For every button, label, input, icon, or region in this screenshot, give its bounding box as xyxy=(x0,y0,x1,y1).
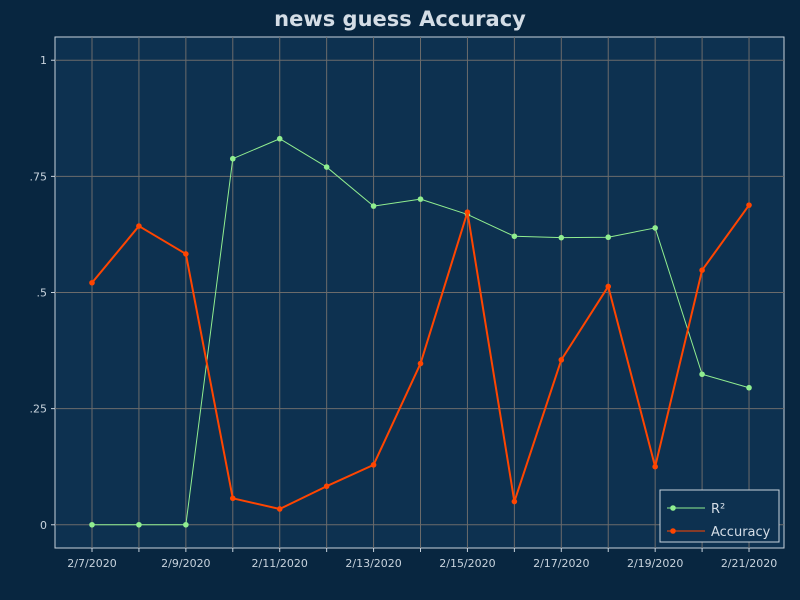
legend-label-accuracy: Accuracy xyxy=(711,525,771,540)
grid-layer xyxy=(55,37,784,548)
data-point-r2 xyxy=(605,234,612,241)
data-point-r2 xyxy=(136,521,142,528)
x-tick-label: 2/15/2020 xyxy=(439,557,495,570)
data-point-accuracy xyxy=(652,463,658,470)
x-tick-label: 2/11/2020 xyxy=(252,557,308,570)
data-point-accuracy xyxy=(699,267,705,274)
data-point-r2 xyxy=(699,371,705,378)
data-point-accuracy xyxy=(276,506,283,512)
x-tick-label: 2/21/2020 xyxy=(721,557,777,570)
axis-layer: 0 .25 .5 .75 1 2/7/2020 2/9/2020 2/11/2020 2/13/… xyxy=(30,54,778,570)
data-point-accuracy xyxy=(89,279,95,286)
data-point-r2 xyxy=(511,233,518,240)
data-point-r2 xyxy=(229,155,236,162)
legend-marker-accuracy xyxy=(670,528,676,534)
data-point-accuracy xyxy=(136,223,142,229)
x-tick-label: 2/9/2020 xyxy=(161,557,210,570)
data-point-r2 xyxy=(323,164,330,170)
data-point-r2 xyxy=(89,521,95,528)
y-tick-label: 0 xyxy=(40,519,47,532)
data-point-accuracy xyxy=(370,462,377,468)
x-tick-label: 2/7/2020 xyxy=(67,557,116,570)
x-tick-label: 2/17/2020 xyxy=(533,557,589,570)
data-point-accuracy xyxy=(746,202,752,208)
x-tick-label: 2/19/2020 xyxy=(627,557,683,570)
chart-title: news guess Accuracy xyxy=(274,7,526,31)
y-tick-label: .25 xyxy=(30,403,48,416)
data-point-r2 xyxy=(370,203,377,209)
data-point-r2 xyxy=(558,234,565,241)
legend-box xyxy=(659,489,780,543)
data-point-accuracy xyxy=(605,283,612,290)
y-tick-label: .75 xyxy=(30,170,48,183)
data-point-r2 xyxy=(746,384,752,391)
data-point-accuracy xyxy=(323,483,330,490)
data-point-r2 xyxy=(183,521,189,528)
data-point-accuracy xyxy=(511,498,518,505)
data-point-accuracy xyxy=(417,360,424,367)
series-layer xyxy=(89,135,752,528)
data-point-r2 xyxy=(652,225,658,231)
legend-label-r2: R² xyxy=(711,502,725,517)
x-tick-label: 2/13/2020 xyxy=(345,557,401,570)
data-point-accuracy xyxy=(558,357,565,363)
y-tick-label: .5 xyxy=(37,287,48,300)
y-tick-label: 1 xyxy=(40,54,47,67)
data-point-r2 xyxy=(276,135,283,142)
legend: R² Accuracy xyxy=(659,489,780,543)
legend-marker-r2 xyxy=(670,505,676,511)
data-point-accuracy xyxy=(464,209,471,215)
data-point-accuracy xyxy=(183,251,189,257)
data-point-accuracy xyxy=(229,495,236,502)
data-point-r2 xyxy=(417,196,424,202)
